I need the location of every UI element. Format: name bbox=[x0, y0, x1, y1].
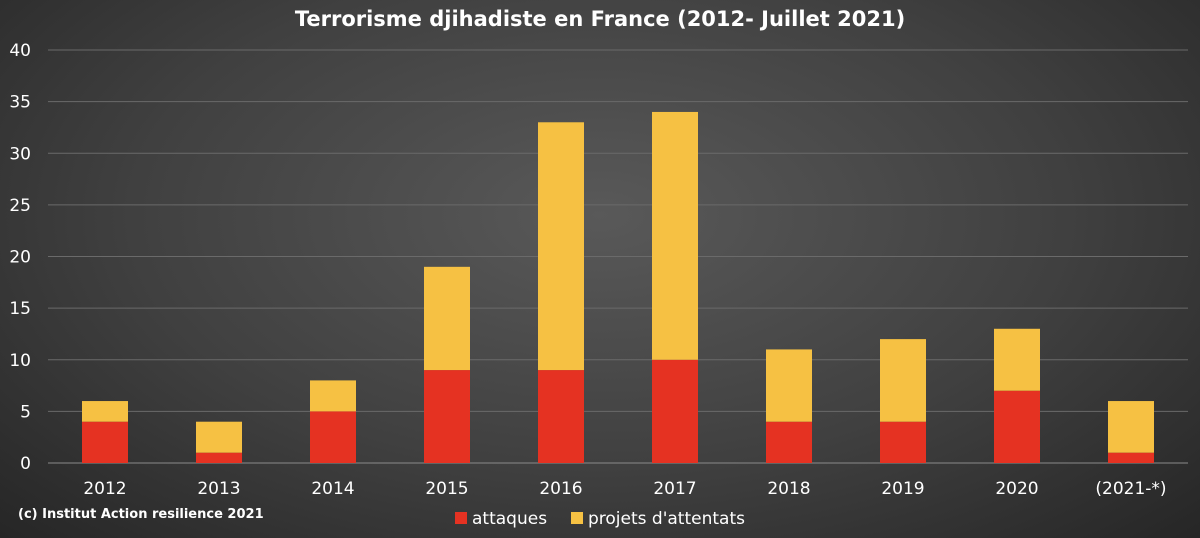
x-tick-label: 2018 bbox=[767, 479, 810, 499]
y-tick-label: 25 bbox=[9, 196, 31, 216]
y-axis-ticks: 0 5 10 15 20 25 30 35 40 bbox=[9, 41, 31, 474]
bars bbox=[82, 111, 1154, 463]
bar-attaques-2013 bbox=[196, 452, 242, 463]
bar-projets-2015 bbox=[424, 266, 470, 371]
x-tick-label: 2019 bbox=[881, 479, 924, 499]
bar-attaques-2019 bbox=[880, 421, 926, 463]
x-tick-label: 2017 bbox=[653, 479, 696, 499]
chart-title: Terrorisme djihadiste en France (2012- J… bbox=[295, 7, 905, 31]
x-tick-label: 2016 bbox=[539, 479, 582, 499]
bar-attaques-2015 bbox=[424, 370, 470, 463]
credit-text: (c) Institut Action resilience 2021 bbox=[18, 507, 264, 522]
x-tick-label: 2020 bbox=[995, 479, 1038, 499]
bar-projets-2014 bbox=[310, 380, 356, 412]
y-tick-label: 20 bbox=[9, 248, 31, 268]
bar-attaques-2016 bbox=[538, 370, 584, 463]
bar-projets-2012 bbox=[82, 401, 128, 422]
bar-attaques-2018 bbox=[766, 421, 812, 463]
bar-attaques-2017 bbox=[652, 359, 698, 463]
bar-attaques-2021 bbox=[1108, 452, 1154, 463]
legend: attaques projets d'attentats bbox=[455, 509, 745, 529]
legend-swatch bbox=[455, 512, 467, 524]
bar-projets-2020 bbox=[994, 328, 1040, 391]
legend-label: projets d'attentats bbox=[588, 509, 745, 529]
legend-label: attaques bbox=[472, 509, 547, 529]
x-tick-label: 2014 bbox=[311, 479, 354, 499]
y-tick-label: 10 bbox=[9, 351, 31, 371]
gridlines bbox=[48, 49, 1188, 464]
x-axis-ticks: 2012 2013 2014 2015 2016 2017 2018 2019 2020 (202… bbox=[83, 479, 1166, 499]
bar-projets-2018 bbox=[766, 349, 812, 422]
y-tick-label: 30 bbox=[9, 144, 31, 164]
bar-attaques-2012 bbox=[82, 421, 128, 463]
y-tick-label: 0 bbox=[20, 454, 31, 474]
x-tick-label: (2021-*) bbox=[1095, 479, 1166, 499]
bar-projets-2021 bbox=[1108, 401, 1154, 453]
bar-attaques-2020 bbox=[994, 390, 1040, 463]
bar-projets-2019 bbox=[880, 339, 926, 422]
x-tick-label: 2015 bbox=[425, 479, 468, 499]
x-tick-label: 2012 bbox=[83, 479, 126, 499]
legend-swatch bbox=[571, 512, 583, 524]
y-tick-label: 15 bbox=[9, 299, 31, 319]
bar-projets-2016 bbox=[538, 122, 584, 371]
bar-projets-2013 bbox=[196, 421, 242, 453]
y-tick-label: 5 bbox=[20, 402, 31, 422]
bar-attaques-2014 bbox=[310, 411, 356, 463]
y-tick-label: 35 bbox=[9, 93, 31, 113]
x-tick-label: 2013 bbox=[197, 479, 240, 499]
y-tick-label: 40 bbox=[9, 41, 31, 61]
bar-projets-2017 bbox=[652, 111, 698, 360]
